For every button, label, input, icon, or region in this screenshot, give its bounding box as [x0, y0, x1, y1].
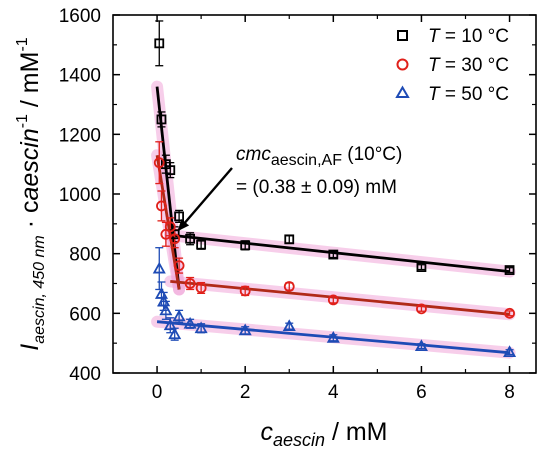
data-point-triangle — [194, 321, 208, 334]
fit-line — [170, 280, 510, 316]
data-point-square — [284, 234, 295, 245]
data-point-triangle — [157, 294, 171, 307]
x-tick-label: 0 — [152, 382, 163, 403]
data-point-circle — [173, 260, 185, 272]
data-point-triangle — [414, 339, 428, 352]
x-tick-label: 8 — [504, 382, 515, 403]
data-point-circle — [195, 282, 207, 294]
data-point-square — [328, 249, 339, 260]
data-point-triangle — [238, 323, 252, 336]
annotation-line2: = (0.38 ± 0.09) mM — [236, 177, 397, 198]
data-point-square — [416, 262, 427, 272]
data-point-circle — [283, 281, 295, 292]
fit-line — [155, 86, 181, 290]
data-point-square — [154, 38, 165, 49]
axis-ticks — [113, 14, 536, 374]
data-point-circle — [327, 294, 339, 306]
data-point-square — [156, 114, 167, 125]
fit-lines — [151, 80, 516, 359]
data-point-triangle — [183, 316, 197, 329]
data-point-triangle — [152, 261, 166, 274]
data-point-triangle — [282, 319, 296, 332]
cmc-annotation: cmcaescin,AF (10°C) = (0.38 ± 0.09) mM — [177, 144, 402, 232]
data-point-square — [196, 239, 207, 250]
data-point-square — [185, 233, 196, 244]
x-tick-labels: 0 2 4 6 8 — [152, 382, 515, 403]
x-axis-title: caescin / mM — [260, 418, 387, 450]
data-point-circle — [416, 303, 427, 315]
x-tick-label: 2 — [240, 382, 251, 403]
data-point-triangle — [154, 287, 168, 299]
data-markers — [152, 38, 517, 358]
fit-line — [170, 233, 510, 273]
legend-label-30c: T = 30 °C — [428, 55, 509, 76]
data-point-triangle — [172, 309, 186, 322]
y-tick-label: 600 — [69, 304, 101, 325]
y-tick-label: 800 — [69, 245, 101, 266]
data-point-square — [504, 265, 515, 275]
legend-marker-square — [397, 30, 408, 41]
data-point-triangle — [159, 303, 173, 316]
data-point-circle — [156, 200, 167, 212]
y-tick-label: 1200 — [59, 125, 101, 146]
legend-label-10c: T = 10 °C — [428, 26, 509, 47]
data-point-square — [165, 165, 176, 176]
legend-label-50c: T = 50 °C — [428, 84, 509, 105]
annotation-arrow — [177, 167, 233, 232]
legend-marker-circle — [396, 58, 409, 71]
y-tick-label: 1000 — [59, 185, 101, 206]
y-tick-labels: 400 600 800 1000 1200 1400 1600 — [59, 6, 101, 385]
y-tick-label: 400 — [69, 364, 101, 385]
data-point-circle — [239, 285, 251, 297]
data-point-triangle — [168, 327, 182, 340]
annotation-line1: cmcaescin,AF (10°C) — [236, 144, 402, 169]
legend-marker-triangle — [395, 85, 410, 98]
data-point-triangle — [503, 345, 517, 358]
data-point-circle — [504, 307, 515, 319]
data-point-triangle — [163, 318, 177, 331]
legend: T = 10 °C T = 30 °C T = 50 °C — [395, 26, 509, 105]
y-axis-title: Iaescin, 450 nm · caescin-1 / mM-1 — [14, 37, 48, 351]
y-tick-label: 1400 — [59, 66, 101, 87]
data-point-square — [240, 240, 251, 251]
data-point-circle — [153, 157, 165, 169]
data-point-circle — [164, 221, 176, 233]
x-tick-label: 4 — [328, 382, 339, 403]
y-tick-label: 1600 — [59, 6, 101, 27]
data-point-triangle — [326, 330, 340, 343]
data-point-circle — [169, 233, 181, 245]
data-point-circle — [184, 278, 196, 289]
x-tick-label: 6 — [416, 382, 427, 403]
